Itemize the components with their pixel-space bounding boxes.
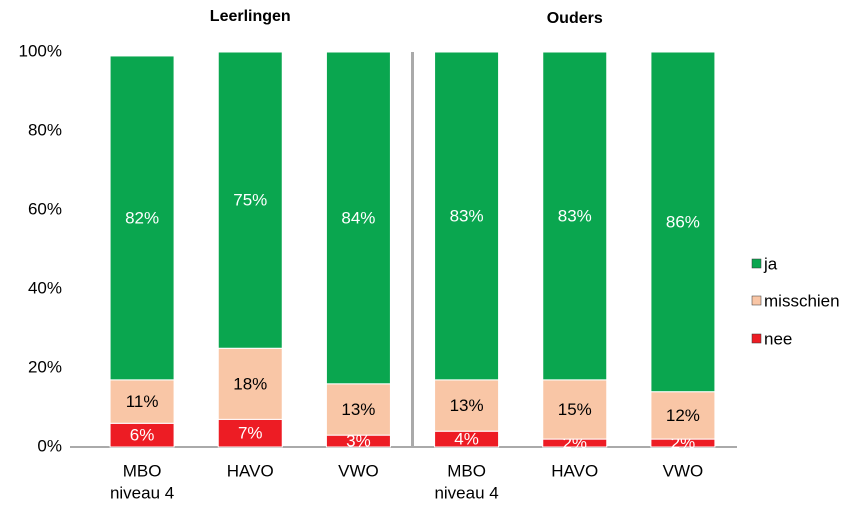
legend-label: nee [764,329,792,348]
y-tick-label: 100% [19,41,62,60]
data-label: 82% [125,208,159,227]
data-label: 84% [341,208,375,227]
legend-swatch [751,333,762,344]
bar-segment [109,379,175,424]
x-tick-label: MBO [123,461,162,480]
data-label: 7% [238,424,263,443]
x-tick-label: VWO [338,461,379,480]
legend-label: ja [763,254,778,273]
bar-segment [434,379,500,432]
y-tick-label: 60% [28,199,62,218]
bar-segment [217,347,283,420]
data-label: 18% [233,374,267,393]
x-tick-label: niveau 4 [110,483,174,502]
bar-segment [217,51,283,349]
bar-segment [650,391,716,440]
data-label: 13% [450,396,484,415]
x-tick-label: HAVO [551,461,598,480]
data-label: 4% [454,430,479,449]
bar-segment [217,418,283,448]
data-label: 86% [666,212,700,231]
group-label: Leerlingen [210,8,291,25]
x-tick-label: HAVO [227,461,274,480]
data-label: 83% [558,206,592,225]
bar-segment [434,51,500,381]
x-tick-label: niveau 4 [434,483,498,502]
y-tick-label: 0% [37,436,62,455]
bar-segment [325,383,391,436]
legend-swatch [751,258,762,269]
data-label: 83% [450,206,484,225]
y-tick-label: 20% [28,357,62,376]
legend-swatch [751,295,762,306]
bar-segment [325,51,391,385]
group-label: Ouders [547,10,603,27]
y-tick-label: 80% [28,120,62,139]
legend-label: misschien [764,291,840,310]
x-tick-label: VWO [663,461,704,480]
data-label: 6% [130,426,155,445]
bar-segment [109,55,175,381]
bar-segment [650,51,716,393]
x-tick-label: MBO [447,461,486,480]
data-label: 12% [666,406,700,425]
bar-segment [542,379,608,440]
data-label: 11% [126,392,159,411]
data-label: 13% [341,400,375,419]
y-tick-label: 40% [28,278,62,297]
data-label: 3% [346,432,371,451]
data-label: 75% [233,191,267,210]
data-label: 15% [558,400,592,419]
bar-segment [542,51,608,381]
